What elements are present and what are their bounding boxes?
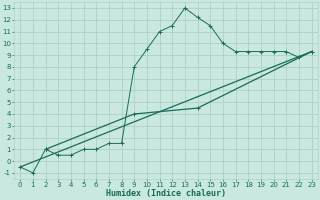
- X-axis label: Humidex (Indice chaleur): Humidex (Indice chaleur): [106, 189, 226, 198]
